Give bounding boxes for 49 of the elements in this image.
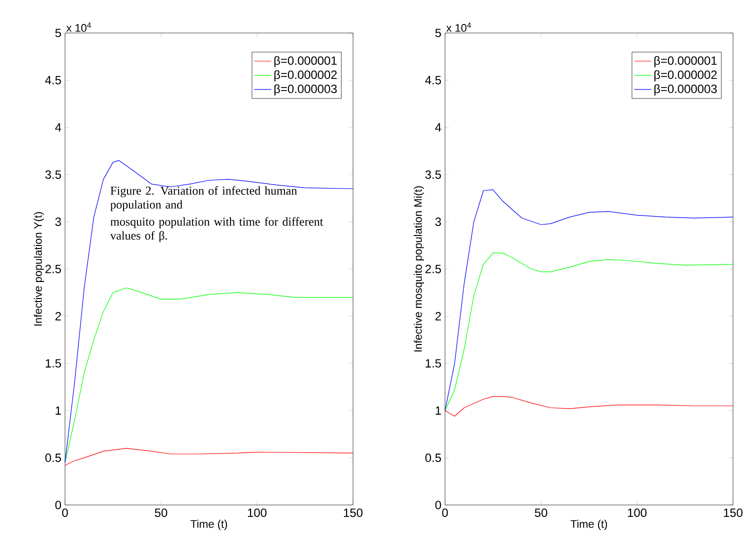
y-tick-label: 1 [56, 406, 61, 415]
legend-label: β=0.000001 [654, 56, 717, 68]
y-tick-label: 4.5 [45, 76, 61, 84]
x-tick-label: 100 [628, 508, 647, 517]
y-axis-title: Infective population Y(t) [34, 212, 44, 326]
text: x 10$^{4}$ [446, 22, 471, 32]
y-tick-label: 4.5 [425, 76, 441, 84]
line-series [444, 189, 734, 411]
line-series [64, 160, 354, 463]
y-tick-label: 4 [55, 123, 62, 132]
y-tick-label: 2.5 [425, 264, 441, 274]
y-tick-label: 2 [55, 312, 61, 320]
legend-label: β=0.000002 [274, 70, 337, 82]
legend-label: β=0.000003 [654, 84, 717, 96]
line-series [64, 288, 354, 463]
x-tick-label: 50 [154, 508, 168, 517]
y-tick-label: 0.5 [45, 454, 61, 462]
x-tick-label: 0 [62, 508, 68, 517]
y-tick-label: 3.5 [45, 170, 61, 179]
y-tick-label: 2 [435, 312, 441, 320]
legend-label: β=0.000003 [274, 84, 337, 96]
y-tick-label: 0.5 [425, 454, 441, 462]
line-series [64, 448, 354, 466]
x-tick-label: 0 [442, 508, 448, 517]
y-tick-label: 1.5 [46, 359, 61, 368]
x-axis-title: Time (t) [190, 520, 227, 530]
annotation: mosquito population with time for different values of β. [110, 217, 324, 242]
y-tick-label: 0 [55, 500, 62, 510]
y-tick-label: 3.5 [425, 170, 441, 179]
legend-label: β=0.000002 [654, 70, 717, 82]
y-tick-label: 1.5 [426, 359, 441, 368]
x-tick-label: 50 [534, 508, 548, 517]
x-tick-label: 100 [248, 508, 267, 517]
y-tick-label: 3 [435, 218, 441, 226]
y-tick-label: 3 [55, 218, 61, 226]
y-tick-label: 0 [435, 500, 442, 510]
line-series [444, 252, 734, 411]
x-tick-label: 150 [344, 508, 363, 517]
y-tick-label: 1 [436, 406, 441, 415]
y-tick-label: 2.5 [45, 264, 61, 274]
text: x 10$^{4}$ [66, 22, 91, 32]
y-tick-label: 4 [435, 123, 442, 132]
y-axis-title: Infective mosquito population Mi(t) [414, 186, 424, 352]
y-tick-label: 5 [435, 28, 441, 38]
x-axis-title: Time (t) [570, 520, 607, 530]
line-series [444, 396, 734, 417]
x-tick-label: 150 [724, 508, 743, 517]
legend-label: β=0.000001 [274, 56, 337, 68]
y-tick-label: 5 [55, 28, 61, 38]
